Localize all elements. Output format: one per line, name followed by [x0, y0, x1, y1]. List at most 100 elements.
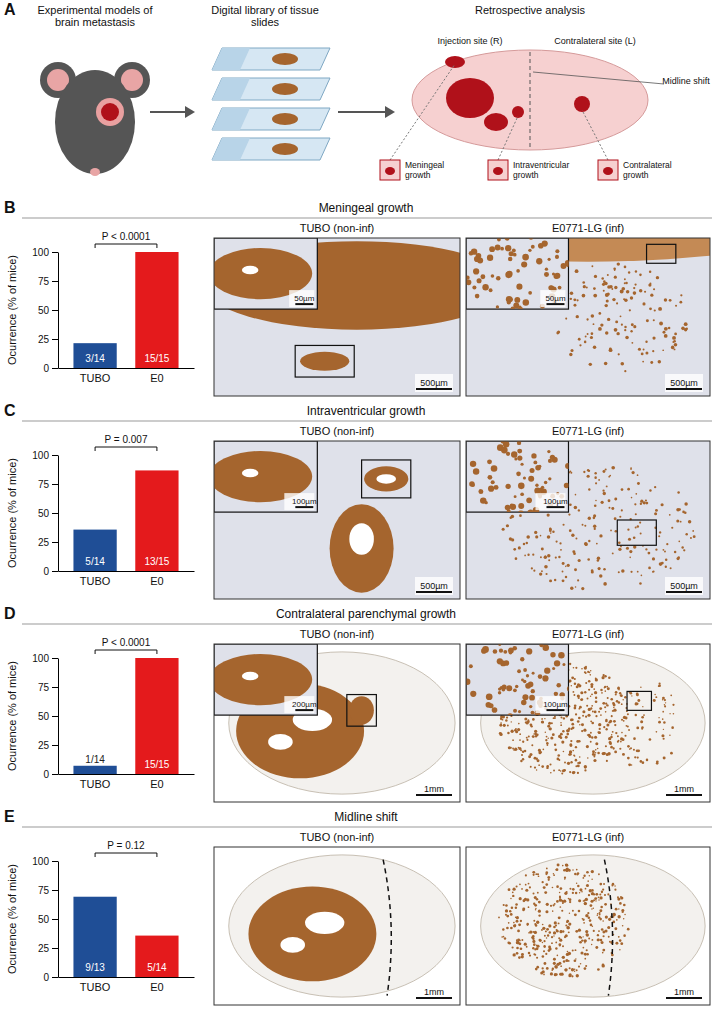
tumor-cell: [601, 892, 603, 894]
tumor-cell: [554, 921, 557, 924]
tumor-cell: [535, 873, 537, 875]
tumor-cell: [586, 705, 588, 707]
tumor-cell: [556, 900, 559, 903]
tumor-cell: [640, 720, 643, 723]
tumor-cell: [591, 908, 592, 909]
data-label: 13/15: [144, 556, 169, 567]
y-tick: 100: [32, 856, 58, 867]
tumor-cell: [575, 667, 577, 669]
tumor-cell: [587, 757, 589, 759]
tumor-cell: [549, 931, 551, 933]
tumor-cell: [570, 761, 572, 763]
tumor-cell: [575, 930, 578, 933]
micrograph-title: E0771-LG (inf): [552, 831, 624, 843]
tumor-cell: [562, 956, 565, 959]
arrow-head: [185, 106, 195, 118]
tumor-cell: [533, 943, 536, 946]
tumor-cell: [544, 668, 550, 674]
tumor-cell: [577, 764, 580, 767]
tumor-cell: [653, 319, 655, 321]
tumor-cell: [528, 952, 530, 954]
tumor-cell: [553, 931, 556, 934]
tumor-cell: [641, 728, 643, 730]
tumor-cell: [598, 711, 600, 713]
tumor-cell: [658, 684, 661, 687]
tumor-cell: [611, 288, 613, 290]
arrow-head: [385, 106, 395, 118]
tumor-cell: [545, 739, 547, 741]
tumor-cell: [626, 290, 630, 294]
tumor-cell: [516, 947, 519, 950]
step-title: Digital library of tissueslides: [211, 4, 319, 28]
section-title: Meningeal growth: [319, 201, 414, 215]
tumor-cell: [543, 940, 545, 942]
tumor-cell: [507, 732, 510, 735]
tumor-cell: [582, 918, 584, 920]
tumor-cell: [594, 472, 596, 474]
tumor-cell: [664, 334, 668, 338]
tumor-cell: [540, 751, 542, 753]
tumor-cell: [512, 646, 517, 651]
bar-chart: 0255075100TUBOE0Ocurrence (% of mice)9/1…: [6, 840, 195, 993]
tumor-cell: [530, 468, 535, 473]
y-tick: 75: [38, 682, 58, 693]
tumor-cell: [518, 710, 521, 713]
tumor-cell: [557, 863, 560, 866]
tumor-cell: [576, 974, 579, 977]
micrograph-image: 50µm: [466, 238, 710, 396]
tumor-cell: [623, 904, 626, 907]
label-patch: [415, 983, 453, 1001]
tumor-cell: [636, 692, 639, 695]
micrograph-image: [466, 847, 710, 1005]
tumor-cell: [575, 892, 577, 894]
tumor-cell: [573, 298, 576, 301]
tumor-cell: [655, 548, 657, 550]
tumor-cell: [621, 488, 624, 491]
leader-line: [498, 116, 518, 160]
tumor-cell: [559, 892, 561, 894]
panel-letter: B: [4, 199, 16, 216]
tumor-cell: [591, 878, 593, 880]
tumor-cell: [493, 649, 498, 654]
tumor-cell: [609, 348, 613, 352]
midline: [530, 52, 531, 148]
tumor-cell: [538, 749, 541, 752]
tumor-cell: [569, 771, 571, 773]
tumor-cell: [548, 477, 551, 480]
micrograph-title: TUBO (non-inf): [300, 628, 375, 640]
tumor-cell: [598, 312, 601, 315]
tumor-cell: [648, 567, 651, 570]
tumor-cell: [560, 549, 562, 551]
label-patch: [289, 290, 314, 307]
tumor-cell: [574, 913, 577, 916]
tumor-cell: [593, 525, 596, 528]
tumor-cell: [633, 536, 636, 539]
tumor-cell: [583, 875, 585, 877]
tumor-cell: [534, 954, 536, 956]
tumor-cell: [612, 883, 615, 886]
tumor-cell: [587, 333, 589, 335]
tumor-cell: [526, 542, 528, 544]
tumor-cell: [652, 337, 655, 340]
tumor-cell: [590, 924, 593, 927]
tumor-cell: [509, 297, 513, 301]
tumor-cell: [582, 524, 584, 526]
tumor-cell: [611, 466, 615, 470]
tumor-cell: [547, 450, 550, 453]
tumor-cell: [568, 931, 570, 933]
micrograph-title: TUBO (non-inf): [300, 831, 375, 843]
tumor-cell: [585, 965, 587, 967]
tumor-cell: [497, 658, 503, 664]
x-axis: TUBOE0: [59, 978, 195, 993]
y-tick: 25: [38, 943, 58, 954]
tumor-cell: [550, 772, 552, 774]
tumor-cell: [597, 731, 599, 733]
tick-label: E0: [150, 981, 163, 993]
tumor-cell: [508, 257, 512, 261]
tumor-cell: [538, 910, 541, 913]
tumor-cell: [617, 262, 620, 265]
x-axis-line: [59, 368, 195, 369]
tumor-cell: [593, 759, 596, 762]
tumor-cell: [585, 898, 588, 901]
tumor-cell: [640, 760, 643, 763]
